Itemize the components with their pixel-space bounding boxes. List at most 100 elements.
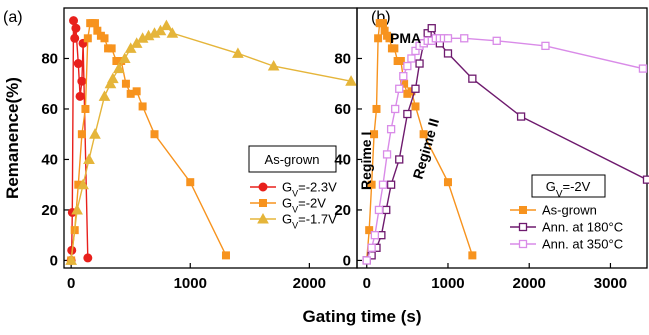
data-point xyxy=(345,75,357,86)
panel-b-series xyxy=(362,19,649,265)
data-point xyxy=(367,180,376,189)
legend-label: Ann. at 350°C xyxy=(542,237,623,252)
y-tick-label: 0 xyxy=(343,252,351,269)
data-point xyxy=(104,77,117,89)
data-point xyxy=(71,23,81,33)
data-point xyxy=(372,104,381,113)
y-tick-label: 80 xyxy=(41,50,58,67)
data-point xyxy=(395,155,404,164)
panel-a: (a) 0 1000 2000 0 20 40 60 80 As-grown GV=-2.3V… xyxy=(3,7,358,292)
data-point xyxy=(378,180,388,189)
x-tick-label: 1000 xyxy=(174,275,207,292)
data-point xyxy=(160,19,173,31)
data-point xyxy=(77,130,86,139)
data-point xyxy=(83,153,95,164)
data-point xyxy=(75,91,85,101)
data-point xyxy=(403,109,412,119)
panel-a-ticks: 0 1000 2000 0 20 40 60 80 xyxy=(41,50,326,292)
data-point xyxy=(415,59,424,68)
panel-a-label: (a) xyxy=(3,9,23,26)
data-point xyxy=(65,254,77,265)
data-point xyxy=(403,61,412,71)
data-point xyxy=(468,74,477,83)
data-point xyxy=(77,178,89,190)
x-tick-label: 2000 xyxy=(513,275,546,292)
data-point xyxy=(382,205,391,215)
data-point xyxy=(107,44,116,53)
panel-b-frame xyxy=(356,7,648,269)
y-tick-label: 60 xyxy=(334,101,351,118)
data-point xyxy=(69,16,79,26)
data-point xyxy=(186,178,195,187)
data-point xyxy=(154,24,167,36)
y-tick-label: 20 xyxy=(41,202,58,219)
data-point xyxy=(460,34,469,43)
data-point xyxy=(362,256,371,265)
data-point xyxy=(411,102,420,111)
legend-marker xyxy=(518,222,528,232)
data-point xyxy=(378,19,387,28)
panel-a-legend-title-box xyxy=(248,145,337,173)
x-tick-label: 3000 xyxy=(594,275,627,292)
legend-marker xyxy=(258,182,268,192)
data-point xyxy=(468,251,477,260)
data-point xyxy=(267,60,280,71)
data-point xyxy=(365,226,374,235)
data-point xyxy=(100,34,109,43)
data-point xyxy=(443,34,453,43)
data-point xyxy=(374,205,384,215)
panel-a-series xyxy=(65,16,357,265)
series-line xyxy=(70,22,227,261)
data-point xyxy=(83,253,93,263)
legend-label: GV=-2V xyxy=(282,196,326,215)
annotation-regime-i: Regime I xyxy=(358,132,374,190)
data-point xyxy=(124,42,137,53)
data-point xyxy=(70,33,80,43)
data-point xyxy=(395,84,404,93)
y-tick-label: 80 xyxy=(334,50,351,67)
data-point xyxy=(71,203,83,215)
annotation-regime-ii: Regime II xyxy=(410,117,443,181)
data-point xyxy=(112,62,125,74)
data-point xyxy=(150,130,159,139)
legend-label: As-grown xyxy=(542,203,597,218)
data-point xyxy=(386,125,396,134)
y-tick-label: 20 xyxy=(334,202,351,219)
y-tick-label: 40 xyxy=(334,151,351,168)
y-tick-label: 0 xyxy=(50,252,58,269)
data-point xyxy=(385,34,394,43)
data-point xyxy=(77,76,87,86)
legend-marker xyxy=(257,212,269,224)
x-tick-label: 0 xyxy=(363,275,371,292)
data-point xyxy=(443,178,452,187)
panel-b-ticks: 0 1000 2000 3000 0 20 40 60 80 xyxy=(334,50,627,292)
data-point xyxy=(166,27,179,38)
legend-marker xyxy=(518,239,528,249)
data-point xyxy=(81,104,90,113)
data-point xyxy=(132,87,141,96)
data-point xyxy=(382,150,392,159)
y-tick-label: 40 xyxy=(41,151,58,168)
x-tick-label: 0 xyxy=(67,275,75,292)
data-point xyxy=(407,54,416,63)
annotation-pma: PMA xyxy=(390,30,421,46)
y-tick-label: 60 xyxy=(41,101,58,118)
data-point xyxy=(427,24,436,33)
panel-b-legend-title: GV=-2V xyxy=(546,179,591,200)
data-point xyxy=(516,112,526,121)
data-point xyxy=(73,59,83,69)
data-point xyxy=(118,52,131,63)
data-point xyxy=(419,130,428,139)
data-point xyxy=(642,175,649,184)
data-point xyxy=(121,79,130,88)
data-point xyxy=(367,243,376,252)
legend-label: GV=-2.3V xyxy=(282,180,337,199)
data-point xyxy=(541,41,550,51)
panel-b-legend: GV=-2V As-grown Ann. at 180°C Ann. at 350°… xyxy=(510,174,623,252)
data-point xyxy=(130,37,143,48)
x-axis-label: Gating time (s) xyxy=(302,307,421,326)
legend-label: Ann. at 180°C xyxy=(542,220,623,235)
